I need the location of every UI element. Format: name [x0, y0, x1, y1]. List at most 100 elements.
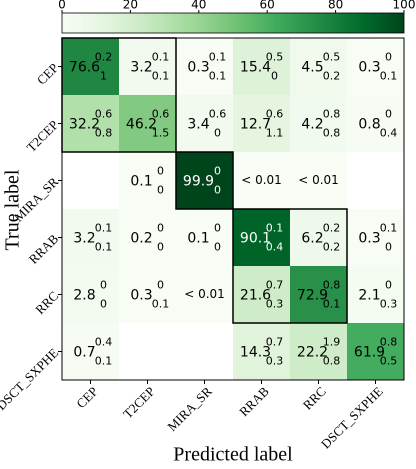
- cell: [290, 266, 347, 323]
- cell-value: 3.4: [187, 117, 209, 133]
- group-box: [175, 151, 234, 210]
- x-tick-label: MIRA_SR: [164, 383, 215, 434]
- y-axis-label: True label: [2, 169, 24, 250]
- cell-value: 32.2: [69, 117, 100, 133]
- cell: [347, 95, 404, 152]
- cell: [176, 95, 233, 152]
- cell-value: 0.3: [358, 60, 380, 76]
- cell: [62, 266, 119, 323]
- cell: [290, 323, 347, 380]
- cell: [290, 95, 347, 152]
- cell: [62, 323, 119, 380]
- cell: [119, 152, 176, 209]
- cell-lower: 0.5: [380, 355, 398, 368]
- cell-value: 0.1: [187, 231, 209, 247]
- cell-label: < 0.01: [298, 173, 339, 187]
- cell: [176, 209, 233, 266]
- cell-value: 21.6: [240, 288, 271, 304]
- cell-lower: 0.1: [152, 70, 170, 83]
- cell-upper: 0.1: [266, 222, 284, 235]
- cell-upper: 0.1: [152, 51, 170, 64]
- cell-upper: 0: [157, 279, 164, 292]
- cell-lower: 0.3: [266, 298, 284, 311]
- cell-lower: 0: [100, 298, 107, 311]
- cell-value: 0.8: [358, 117, 380, 133]
- cell-upper: 0.7: [266, 336, 284, 349]
- cell-value: 4.2: [301, 117, 323, 133]
- cell-upper: 0: [214, 165, 221, 178]
- cell-value: 0.1: [130, 174, 152, 190]
- cell-upper: 0.8: [323, 279, 341, 292]
- cell-value: 15.4: [240, 60, 271, 76]
- cell-lower: 1.1: [266, 127, 284, 140]
- cell: [62, 209, 119, 266]
- cell-value: 0.3: [358, 231, 380, 247]
- cell-value: 2.8: [73, 288, 95, 304]
- cell: [233, 323, 290, 380]
- colorbar: [61, 12, 405, 34]
- cell-upper: 0: [157, 222, 164, 235]
- cell: [62, 95, 119, 152]
- colorbar-tick-label: 80: [328, 0, 343, 12]
- cell-lower: 0: [157, 184, 164, 197]
- cell: [233, 95, 290, 152]
- y-tick-label: T2CEP: [24, 117, 62, 155]
- cell: [347, 38, 404, 95]
- cell: [290, 38, 347, 95]
- cell-upper: 0: [385, 51, 392, 64]
- cell-value: 0.3: [187, 60, 209, 76]
- cell-upper: 0.1: [380, 222, 398, 235]
- cell-upper: 0.5: [266, 51, 284, 64]
- cell: [233, 38, 290, 95]
- cell-lower: 1.5: [152, 127, 170, 140]
- cell-upper: 0.8: [380, 336, 398, 349]
- cell-label: < 0.01: [184, 287, 225, 301]
- y-tick-label: CEP: [34, 60, 61, 87]
- cell-lower: 0: [214, 184, 221, 197]
- cell-upper: 0.6: [209, 108, 227, 121]
- cell-value: 12.7: [240, 117, 271, 133]
- cell-lower: 0.1: [380, 70, 398, 83]
- cell-value: 3.2: [73, 231, 95, 247]
- cell-upper: 1.9: [323, 336, 341, 349]
- cell-upper: 0: [157, 165, 164, 178]
- cell-upper: 0.1: [209, 51, 227, 64]
- cell-upper: 0: [385, 108, 392, 121]
- cell-upper: 0.8: [323, 108, 341, 121]
- cell-lower: 0.8: [323, 355, 341, 368]
- cell: [62, 38, 119, 95]
- colorbar-tick-label: 60: [260, 0, 275, 12]
- cell: [119, 266, 176, 323]
- x-tick-label: T2CEP: [120, 384, 158, 422]
- cell-value: 2.1: [358, 288, 380, 304]
- cell: [290, 152, 347, 209]
- colorbar-tick-label: 100: [393, 0, 416, 12]
- cell-lower: 0.2: [323, 241, 341, 254]
- cell-lower: 1: [100, 70, 107, 83]
- cell-upper: 0: [214, 222, 221, 235]
- cell-upper: 0.6: [266, 108, 284, 121]
- cell-lower: 0.1: [95, 355, 113, 368]
- cell: [176, 38, 233, 95]
- colorbar-tick-label: 40: [191, 0, 206, 12]
- group-box: [232, 208, 348, 324]
- cell-lower: 0: [214, 241, 221, 254]
- colorbar-tick-label: 20: [123, 0, 138, 12]
- group-box: [61, 37, 177, 153]
- cell-lower: 0: [271, 70, 278, 83]
- cell: [233, 266, 290, 323]
- cell-value: 4.5: [301, 60, 323, 76]
- cell-lower: 0.1: [209, 70, 227, 83]
- cell: [176, 266, 233, 323]
- cell-value: 72.9: [297, 288, 328, 304]
- cell-lower: 0: [385, 241, 392, 254]
- x-tick-label: RRAB: [236, 383, 272, 419]
- y-tick-label: RRAB: [26, 231, 62, 267]
- cell-upper: 0: [100, 279, 107, 292]
- cell-value: 0.3: [130, 288, 152, 304]
- cell-lower: 0.3: [380, 298, 398, 311]
- cell: [347, 209, 404, 266]
- cell-upper: 0.4: [95, 336, 113, 349]
- cell-lower: 0.1: [323, 298, 341, 311]
